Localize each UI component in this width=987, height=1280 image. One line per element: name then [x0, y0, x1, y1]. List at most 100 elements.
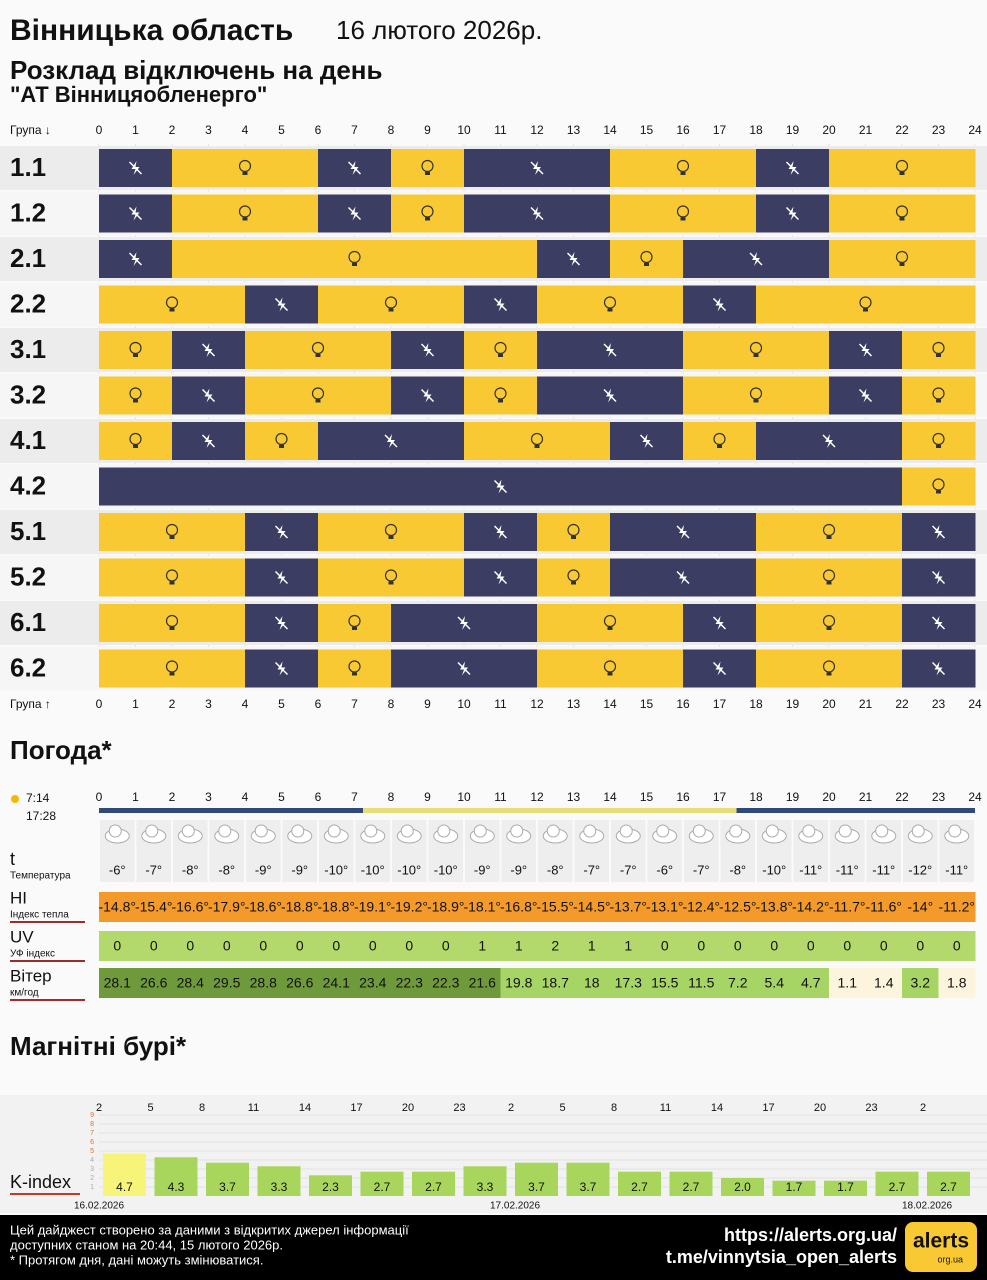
wind-value: 1.1: [838, 975, 858, 991]
hour-cell: [683, 467, 720, 506]
hour-cell: [354, 194, 392, 233]
hour-cell: [683, 194, 720, 233]
heat_index-cell: [902, 892, 939, 922]
hour-cell: [865, 604, 903, 642]
hour-cell: [610, 649, 647, 688]
k-value: 3.3: [271, 1180, 288, 1194]
group-name: 4.2: [10, 470, 46, 500]
wind-cell: [354, 968, 392, 998]
hour-cell: [281, 240, 319, 278]
hour-label: 21: [859, 123, 873, 137]
hour-cell: [646, 240, 684, 278]
hour-cell: [464, 604, 501, 642]
hour-cell: [865, 331, 903, 369]
cloud-icon: [437, 824, 451, 838]
hour-cell: [318, 194, 355, 233]
label-underline: [10, 921, 85, 923]
hour-cell: [245, 149, 282, 187]
off-icon: [785, 206, 800, 221]
cloud-icon: [948, 824, 962, 838]
hour-cell: [281, 558, 319, 597]
group-name: 6.1: [10, 607, 46, 637]
hour-label: 11: [248, 1102, 259, 1114]
group-name: 5.2: [10, 561, 46, 591]
hour-label: 15: [640, 697, 654, 711]
hour-cell: [135, 240, 173, 278]
on-icon: [932, 387, 945, 400]
hour-cell: [391, 376, 428, 415]
uv-value: 0: [661, 938, 669, 954]
uv-cell: [391, 931, 428, 961]
hour-cell: [829, 240, 866, 278]
uv-value: 0: [697, 938, 705, 954]
site-link[interactable]: https://alerts.org.ua/: [724, 1225, 897, 1245]
hour-cell: [391, 649, 428, 688]
wind-value: 4.7: [801, 975, 821, 991]
on-icon: [607, 672, 613, 676]
group-footer: Група ↑: [10, 697, 51, 711]
group-name: 4.1: [10, 425, 46, 455]
hour-label: 11: [494, 790, 507, 804]
uv-value: 0: [223, 938, 231, 954]
storms-title: Магнітні бурі*: [10, 1031, 187, 1061]
hour-cell: [245, 513, 282, 551]
hour-label: 17: [713, 123, 727, 137]
hour-cell: [500, 513, 538, 551]
temperature: -7°: [145, 862, 162, 877]
y-tick-label: 5: [90, 1148, 94, 1155]
hour-cell: [756, 467, 793, 506]
hour-cell: [281, 149, 319, 187]
hour-cell: [99, 285, 136, 324]
on-icon: [315, 399, 321, 403]
off-icon: [128, 252, 143, 266]
on-icon: [680, 172, 686, 175]
heat_index-cell: [427, 892, 465, 922]
hour-cell: [573, 513, 611, 551]
hour-cell: [464, 649, 501, 688]
temperature: -11°: [945, 862, 968, 877]
hour-cell: [318, 467, 355, 506]
telegram-link[interactable]: t.me/vinnytsia_open_alerts: [666, 1247, 897, 1267]
hour-label: 4: [242, 697, 249, 711]
hour-cell: [683, 558, 720, 597]
wind-value: 22.3: [432, 975, 459, 991]
hour-cell: [99, 240, 136, 278]
on-icon: [749, 341, 763, 355]
hour-label: 2: [169, 697, 176, 711]
hour-cell: [792, 467, 830, 506]
heat_index-cell: [464, 892, 501, 922]
off-icon: [931, 661, 946, 676]
hour-cell: [464, 422, 501, 460]
hour-label: 11: [660, 1102, 671, 1114]
on-icon: [713, 432, 726, 446]
on-icon: [388, 536, 394, 539]
temperature: -11°: [872, 862, 895, 877]
hour-cell: [792, 422, 830, 460]
uv-cell: [792, 931, 830, 961]
hour-cell: [610, 558, 647, 597]
hour-cell: [938, 331, 976, 369]
on-icon: [676, 159, 690, 173]
on-icon: [676, 205, 690, 218]
off-icon: [530, 206, 544, 221]
on-icon: [859, 296, 872, 309]
hour-label: 23: [453, 1102, 465, 1114]
hour-cell: [756, 513, 793, 551]
wind-value: 21.6: [469, 975, 496, 991]
hour-cell: [500, 149, 538, 187]
k-bar: [515, 1162, 558, 1196]
hour-cell: [208, 422, 246, 460]
hour-cell: [719, 467, 757, 506]
hour-cell: [318, 285, 355, 324]
hour-label: 16: [676, 123, 690, 137]
hour-cell: [281, 649, 319, 688]
hour-label: 13: [567, 790, 581, 804]
hour-cell: [427, 467, 465, 506]
off-icon: [274, 616, 289, 630]
off-icon: [274, 570, 289, 585]
heat_index-cell: [500, 892, 538, 922]
on-icon: [936, 399, 941, 403]
hour-label: 15: [640, 123, 654, 137]
off-icon: [347, 161, 362, 175]
heat_index-value: -11.2°: [939, 899, 975, 915]
